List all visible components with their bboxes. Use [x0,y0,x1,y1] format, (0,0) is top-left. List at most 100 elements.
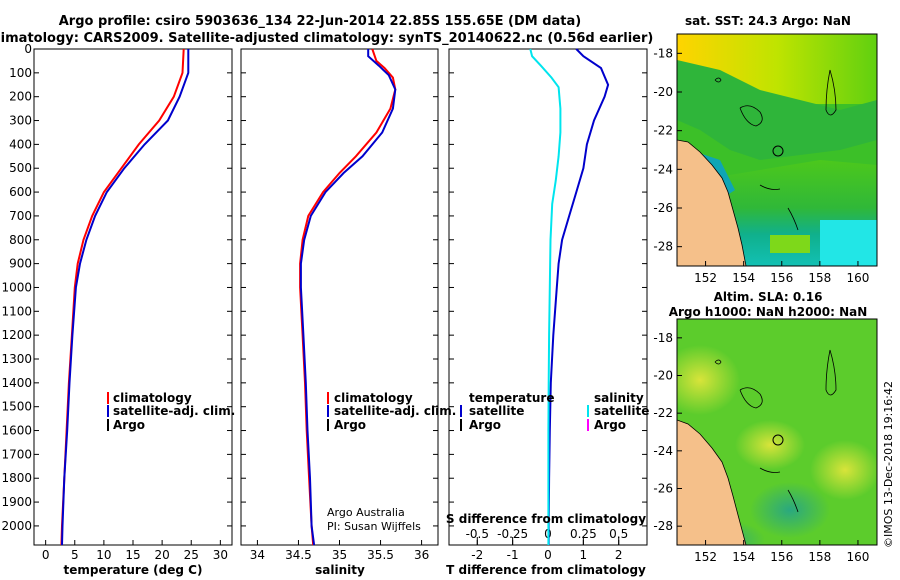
series-s-satellite [529,48,562,545]
map-x-tick-label: 154 [732,550,755,564]
map-x-tick-label: 154 [732,271,755,285]
t-diff-xlabel: T difference from climatology [446,563,646,577]
salinity-xlabel: salinity [315,563,365,577]
sst-argo-position-marker [772,145,784,157]
legend-s-argo: Argo [594,418,626,432]
map-y-tick-label: -24 [653,444,673,458]
legend-salinity-title: salinity [594,391,644,405]
x-tick-label: 35.5 [367,548,394,562]
legend-climatology: climatology [113,391,192,405]
map-y-tick-label: -20 [653,369,673,383]
x-tick-label: 20 [154,548,169,562]
map-y-tick-label: -26 [653,201,673,215]
y-tick-label: 200 [9,90,32,104]
y-tick-label: 300 [9,114,32,128]
y-tick-label: 1000 [1,280,32,294]
x-tick-label: 15 [125,548,140,562]
x-tick-label: 10 [96,548,111,562]
title-line-1: Argo profile: csiro 5903636_134 22-Jun-2… [59,14,581,29]
s-diff-tick-label: -0.5 [466,527,489,541]
map-y-tick-label: -22 [653,406,673,420]
sla-bathymetry-contour [714,349,837,513]
title-line-2: Climatology: CARS2009. Satellite-adjuste… [0,31,653,46]
difference-legend-temperature: temperature satellite Argo [460,391,554,432]
legend-satellite: satellite-adj. clim. [334,404,456,418]
x-tick-label: 5 [71,548,79,562]
x-tick-label: 1 [580,548,588,562]
legend-satellite: satellite-adj. clim. [113,404,235,418]
y-tick-label: 1100 [1,304,32,318]
map-x-tick-label: 156 [770,271,793,285]
y-tick-label: 1700 [1,447,32,461]
y-tick-label: 1600 [1,424,32,438]
y-tick-label: 700 [9,209,32,223]
sst-map-frame [676,33,878,267]
s-diff-tick-label: -0.25 [497,527,528,541]
x-tick-label: -1 [507,548,519,562]
series-satellite-adj-clim- [299,49,397,546]
y-tick-label: 0 [24,42,32,56]
y-tick-label: 900 [9,257,32,271]
y-tick-label: 800 [9,233,32,247]
legend-argo: Argo [113,418,145,432]
map-x-tick-label: 160 [846,271,869,285]
series-t-satellite [547,48,610,545]
sst-map-title: sat. SST: 24.3 Argo: NaN [685,14,851,28]
y-tick-label: 1800 [1,471,32,485]
map-y-tick-label: -22 [653,124,673,138]
x-tick-label: 0 [544,548,552,562]
sst-warm-patch [770,235,810,253]
map-x-tick-label: 158 [808,271,831,285]
x-tick-label: 35 [332,548,347,562]
y-tick-label: 1900 [1,495,32,509]
sla-high-anomaly [810,440,877,500]
sla-high-anomaly [677,345,740,415]
sst-bathymetry-contour [714,69,837,231]
y-tick-label: 600 [9,185,32,199]
sla-argo-position-marker [772,434,784,446]
australia-land [677,419,747,545]
credit-line-1: Argo Australia [327,506,405,519]
x-tick-label: 0 [42,548,50,562]
imos-stamp: ©IMOS 13-Dec-2018 19:16:42 [882,381,895,548]
map-x-tick-label: 152 [694,550,717,564]
map-y-tick-label: -24 [653,162,673,176]
x-tick-label: 2 [615,548,623,562]
sst-cold-patch [820,220,877,266]
australia-land [677,139,747,266]
y-tick-label: 100 [9,66,32,80]
series-satellite-adj-clim- [61,49,190,546]
salinity-panel [240,48,439,546]
legend-t-argo: Argo [469,418,501,432]
data-series [60,48,610,546]
map-x-tick-label: 152 [694,271,717,285]
map-y-tick-label: -28 [653,240,673,254]
salinity-legend: climatology satellite-adj. clim. Argo [327,391,456,432]
x-tick-label: 36 [414,548,429,562]
difference-legend-salinity: salinity satellite Argo [587,391,649,432]
map-axis-ticks: 152 154 156 158 160 -18 -20 -22 -24 -26 -28 152 154 1… [653,46,869,564]
sst-map [677,34,877,266]
y-tick-label: 2000 [1,519,32,533]
x-tick-label: -2 [471,548,483,562]
series-climatology [299,48,397,546]
sla-map-title-1: Altim. SLA: 0.16 [714,290,823,304]
credit-line-2: PI: Susan Wijffels [327,520,421,533]
y-tick-label: 1200 [1,328,32,342]
y-tick-label: 1500 [1,400,32,414]
s-diff-xlabel: S difference from climatology [446,512,646,526]
legend-s-satellite: satellite [594,404,649,418]
y-tick-label: 1400 [1,376,32,390]
temperature-xlabel: temperature (deg C) [64,563,203,577]
legend-climatology: climatology [334,391,413,405]
map-x-tick-label: 160 [846,550,869,564]
x-tick-label: 34 [250,548,265,562]
map-y-tick-label: -20 [653,85,673,99]
map-x-tick-label: 156 [770,550,793,564]
legend-temperature-title: temperature [469,391,554,405]
sla-map-frame [676,318,878,546]
map-y-tick-label: -28 [653,519,673,533]
map-y-tick-label: -18 [653,331,673,345]
x-tick-label: 25 [184,548,199,562]
